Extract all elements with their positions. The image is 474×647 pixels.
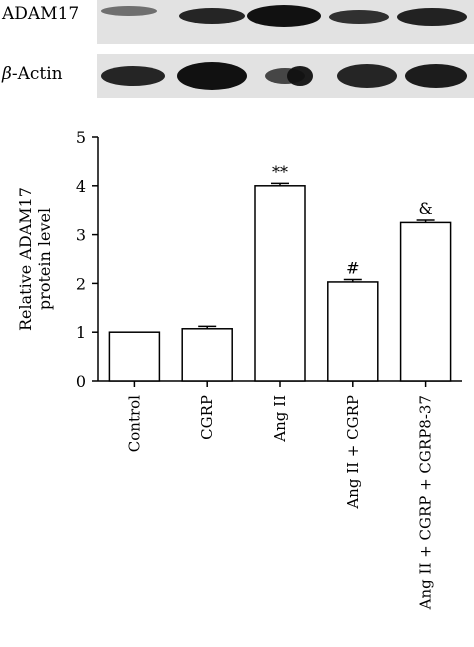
blot-strip-beta-actin: [97, 54, 474, 98]
blot-strip-adam17: [97, 0, 474, 44]
blot-band: [179, 8, 245, 24]
x-category-label: CGRP: [198, 395, 216, 440]
bar-5: [399, 221, 452, 382]
blot-band: [287, 66, 313, 86]
bar-1: [108, 331, 161, 382]
blot-band: [101, 6, 157, 16]
y-tick-label: 3: [76, 226, 86, 245]
significance-mark: **: [272, 162, 288, 181]
blot-label-beta-actin: β-Actin: [2, 64, 63, 84]
chart-labels: 0 1 2 3 4 5 Control CGRP ** Ang II # Ang II + CGRP &…: [16, 128, 435, 610]
blot-band: [101, 66, 165, 86]
x-category-label: Ang II + CGRP + CGRP8-37: [417, 395, 435, 610]
y-tick-label: 2: [76, 274, 86, 293]
y-axis-label: Relative ADAM17: [16, 187, 35, 331]
x-category-label: Control: [125, 395, 143, 452]
significance-mark: #: [346, 258, 359, 277]
y-tick-label: 5: [76, 128, 86, 147]
bar-4: [327, 281, 379, 382]
y-tick-label: 4: [76, 177, 86, 196]
y-tick-label: 0: [76, 372, 86, 391]
blot-band: [397, 8, 467, 26]
bar-3: [254, 185, 306, 382]
significance-mark: &: [418, 199, 432, 218]
beta-actin-text: -Actin: [11, 64, 63, 84]
bar-2: [181, 328, 233, 382]
blot-band: [405, 64, 467, 88]
x-category-label: Ang II: [271, 395, 289, 443]
y-axis-label: protein level: [35, 208, 54, 310]
blot-label-adam17: ADAM17: [2, 4, 80, 24]
blot-band: [177, 62, 247, 90]
y-tick-label: 1: [76, 323, 86, 342]
x-category-label: Ang II + CGRP: [344, 395, 362, 510]
chart-bars: [108, 182, 452, 382]
blot-band: [329, 10, 389, 24]
blot-band: [337, 64, 397, 88]
beta-symbol: β: [2, 64, 12, 84]
blot-band: [247, 5, 321, 27]
